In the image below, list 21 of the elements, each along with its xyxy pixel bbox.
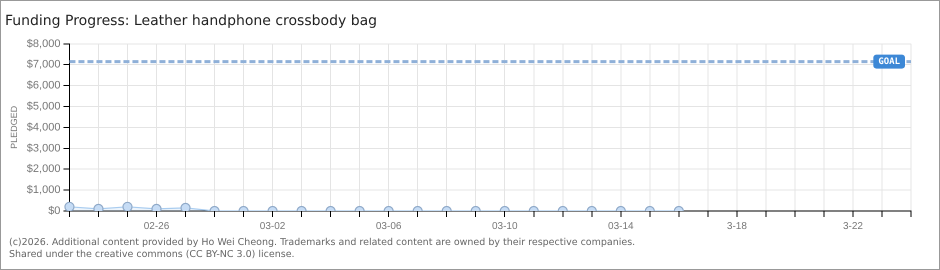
x-tick-label: 3-22 bbox=[842, 220, 864, 232]
x-tick-label: 02-26 bbox=[144, 220, 170, 232]
text: Shared under the creative commons (CC BY-NC 3.0) license. bbox=[9, 249, 296, 261]
y-tick-label: $3,000 bbox=[26, 142, 60, 154]
ref-line-label: GOAL bbox=[878, 56, 901, 67]
chart-title: Funding Progress: Leather handphone crossbody bag bbox=[5, 13, 378, 30]
y-tick-label: $4,000 bbox=[26, 121, 60, 134]
x-tick-label: 03-06 bbox=[376, 220, 402, 232]
x-tick-label: 3-18 bbox=[726, 220, 748, 232]
y-axis-title: PLEDGED bbox=[8, 105, 19, 149]
x-tick-label: 03-02 bbox=[260, 220, 286, 232]
y-tick-label: $6,000 bbox=[26, 80, 60, 92]
y-tick-label: $5,000 bbox=[26, 100, 60, 113]
y-tick-label: $8,000 bbox=[26, 38, 60, 50]
y-tick-label: $0 bbox=[48, 205, 60, 218]
text: (c)2026. Additional content provided by Ho Wei Cheong. Trademarks and related content are owned by their respective companies. bbox=[9, 237, 636, 249]
y-tick-label: $1,000 bbox=[26, 184, 60, 196]
x-tick-label: 03-10 bbox=[492, 220, 518, 232]
y-tick-label: $2,000 bbox=[26, 163, 60, 176]
x-tick-label: 03-14 bbox=[608, 220, 634, 232]
y-tick-label: $7,000 bbox=[26, 58, 60, 71]
